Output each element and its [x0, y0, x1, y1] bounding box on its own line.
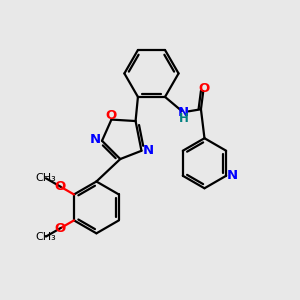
- Text: H: H: [179, 112, 189, 125]
- Text: N: N: [142, 144, 154, 157]
- Text: N: N: [178, 106, 189, 119]
- Text: N: N: [90, 133, 101, 146]
- Text: CH₃: CH₃: [35, 232, 56, 242]
- Text: CH₃: CH₃: [35, 173, 56, 183]
- Text: O: O: [106, 109, 117, 122]
- Text: O: O: [54, 222, 66, 235]
- Text: N: N: [227, 169, 238, 182]
- Text: O: O: [54, 180, 66, 193]
- Text: O: O: [198, 82, 209, 94]
